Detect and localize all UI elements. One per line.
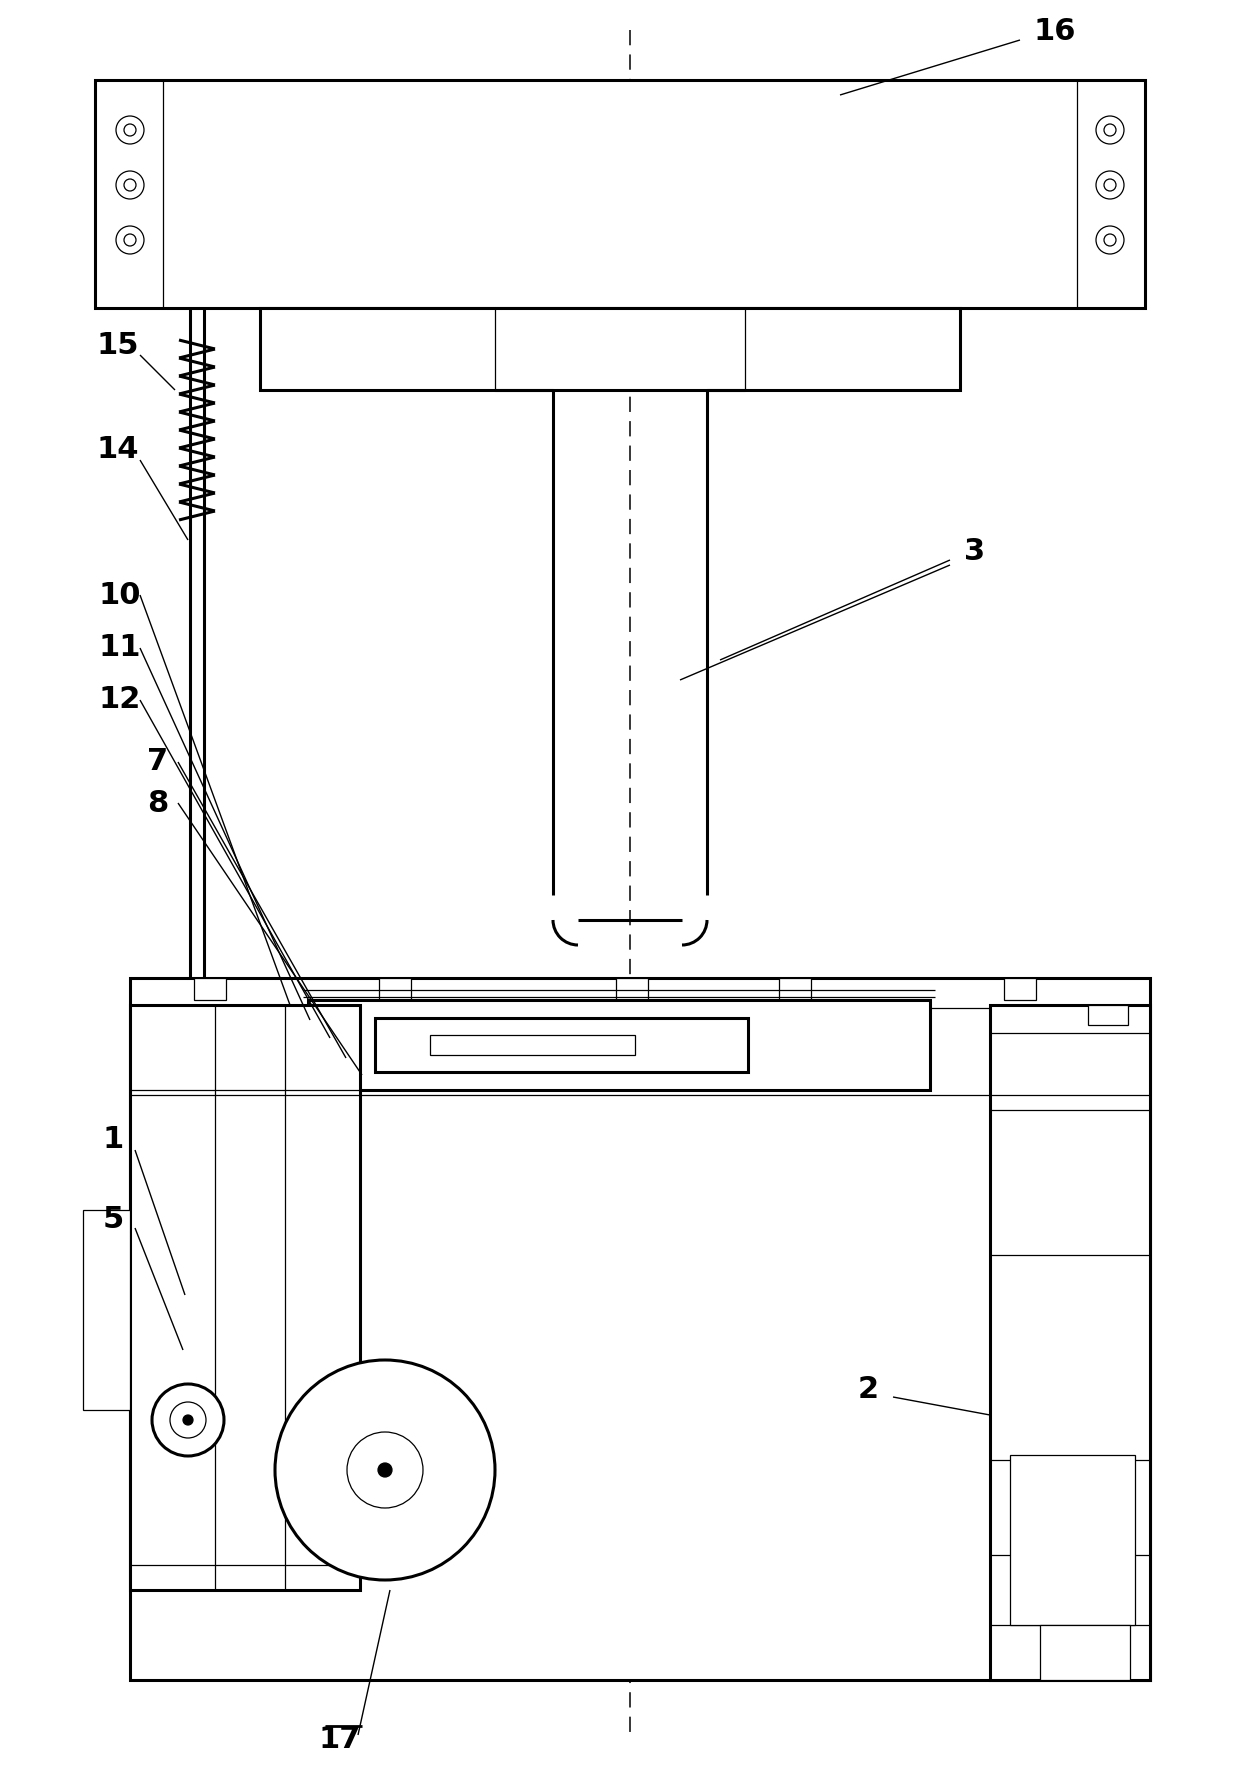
Text: 8: 8	[148, 788, 169, 818]
Text: 7: 7	[148, 747, 169, 777]
Bar	[1011, 1455, 1135, 1625]
Text: 3: 3	[965, 537, 986, 567]
Text: 1: 1	[103, 1125, 124, 1155]
Bar	[616, 978, 649, 1000]
Circle shape	[124, 124, 136, 136]
Bar	[1040, 1625, 1130, 1679]
Bar	[260, 307, 960, 390]
Text: 10: 10	[99, 581, 141, 609]
Circle shape	[117, 117, 144, 145]
Text: 14: 14	[97, 436, 139, 464]
Text: 2: 2	[857, 1376, 879, 1404]
Circle shape	[1096, 226, 1123, 254]
Circle shape	[124, 235, 136, 245]
Circle shape	[170, 1402, 206, 1438]
Circle shape	[1096, 117, 1123, 145]
Bar	[990, 1005, 1149, 1679]
Bar	[83, 1210, 130, 1409]
Text: 15: 15	[97, 330, 139, 360]
Circle shape	[378, 1462, 392, 1476]
Bar	[308, 1000, 930, 1090]
Circle shape	[275, 1360, 495, 1581]
Circle shape	[117, 171, 144, 200]
Circle shape	[347, 1432, 423, 1508]
Text: 11: 11	[99, 634, 141, 662]
Circle shape	[117, 226, 144, 254]
Bar	[130, 1005, 360, 1589]
Bar	[779, 978, 811, 1000]
Bar	[193, 978, 226, 1000]
Bar	[374, 1017, 748, 1072]
Text: 17: 17	[319, 1725, 361, 1754]
Bar	[1087, 1005, 1128, 1024]
Bar	[379, 978, 410, 1000]
Circle shape	[1104, 235, 1116, 245]
Text: 5: 5	[103, 1206, 124, 1234]
Circle shape	[124, 178, 136, 191]
Circle shape	[1104, 124, 1116, 136]
Circle shape	[1104, 178, 1116, 191]
Circle shape	[153, 1385, 224, 1455]
Bar	[1004, 978, 1035, 1000]
Text: 12: 12	[99, 685, 141, 715]
Text: 16: 16	[1034, 18, 1076, 46]
Bar	[430, 1035, 635, 1054]
Bar	[330, 1390, 352, 1402]
Circle shape	[1096, 171, 1123, 200]
Bar	[95, 79, 1145, 307]
Bar	[130, 978, 1149, 1679]
Circle shape	[184, 1415, 193, 1425]
